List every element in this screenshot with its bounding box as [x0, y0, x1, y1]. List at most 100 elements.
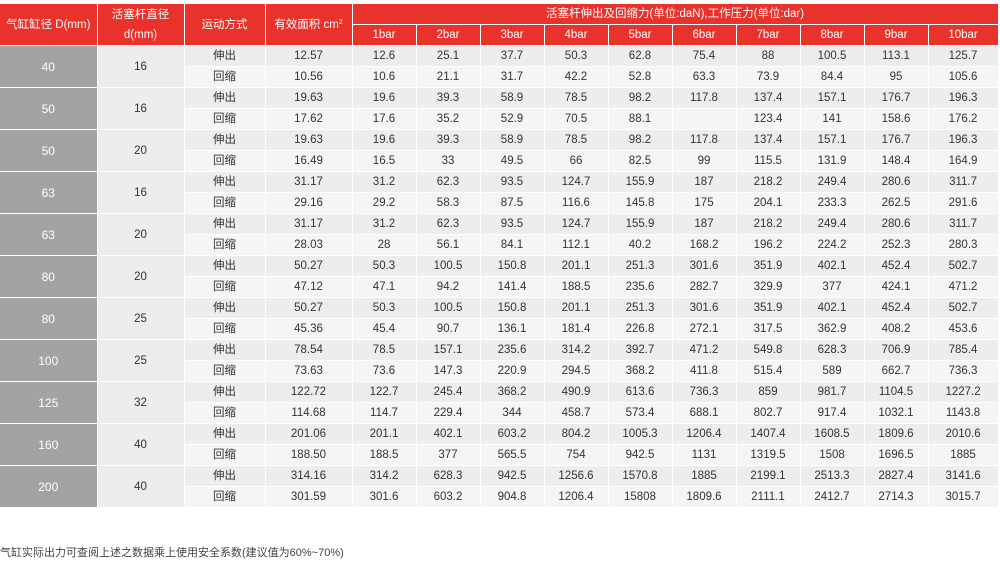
cell-force: 2513.3 — [800, 465, 865, 487]
cell-motion: 回缩 — [184, 66, 266, 88]
cell-force: 93.5 — [480, 171, 545, 193]
cell-bore: 100 — [0, 339, 98, 382]
cell-force: 688.1 — [672, 402, 737, 424]
cell-bore: 80 — [0, 255, 98, 298]
cell-force: 84.4 — [800, 66, 865, 88]
header-pressure-9: 9bar — [864, 24, 929, 46]
table-row: 回缩 17.62 17.6 35.2 52.9 70.5 88.1 123.4 141 158.6… — [0, 108, 999, 130]
cell-force: 1143.8 — [928, 402, 999, 424]
cell-force: 981.7 — [800, 381, 865, 403]
cell-force: 99 — [672, 150, 737, 172]
cell-area: 50.27 — [265, 255, 353, 277]
table-row: 63 16 伸出 31.17 31.2 62.3 93.5 124.7 155.9 187 218.… — [0, 171, 999, 214]
cell-force: 471.2 — [928, 276, 999, 298]
cell-force: 1809.6 — [672, 486, 737, 508]
cell-force: 235.6 — [480, 339, 545, 361]
cell-force: 188.5 — [544, 276, 609, 298]
cell-force: 628.3 — [800, 339, 865, 361]
cell-force: 188.5 — [352, 444, 417, 466]
cell-force: 804.2 — [544, 423, 609, 445]
cell-bore: 50 — [0, 129, 98, 172]
cell-force: 942.5 — [480, 465, 545, 487]
table-row: 50 20 伸出 19.63 19.6 39.3 58.9 78.5 98.2 117.8 137.… — [0, 129, 999, 172]
cell-force: 136.1 — [480, 318, 545, 340]
cell-force: 1256.6 — [544, 465, 609, 487]
table-row: 63 20 伸出 31.17 31.2 62.3 93.5 124.7 155.9 187 218.… — [0, 213, 999, 256]
cell-bore: 50 — [0, 87, 98, 130]
cell-force: 62.3 — [416, 213, 481, 235]
cell-force: 754 — [544, 444, 609, 466]
cell-force: 75.4 — [672, 45, 737, 67]
cell-bore: 40 — [0, 45, 98, 88]
cell-area: 19.63 — [265, 87, 353, 109]
cell-force: 351.9 — [736, 297, 801, 319]
cell-force: 471.2 — [672, 339, 737, 361]
cell-motion: 伸出 — [184, 129, 266, 151]
cell-bore: 200 — [0, 465, 98, 508]
header-area-sup: 2 — [338, 18, 343, 26]
cell-force: 58.9 — [480, 129, 545, 151]
cell-force: 137.4 — [736, 129, 801, 151]
table-row: 回缩 73.63 73.6 147.3 220.9 294.5 368.2 411.8 515.… — [0, 360, 999, 382]
cell-force: 201.1 — [544, 255, 609, 277]
cell-force: 1885 — [928, 444, 999, 466]
cell-force: 1131 — [672, 444, 737, 466]
cell-force: 314.2 — [544, 339, 609, 361]
cell-force: 706.9 — [864, 339, 929, 361]
cell-force: 291.6 — [928, 192, 999, 214]
cell-force: 93.5 — [480, 213, 545, 235]
cell-area: 45.36 — [265, 318, 353, 340]
cell-force: 2412.7 — [800, 486, 865, 508]
header-pressure-6: 6bar — [672, 24, 737, 46]
cell-area: 17.62 — [265, 108, 353, 130]
cell-force: 362.9 — [800, 318, 865, 340]
cell-force: 549.8 — [736, 339, 801, 361]
cell-bore: 63 — [0, 213, 98, 256]
cell-force: 16.5 — [352, 150, 417, 172]
cell-force: 73.6 — [352, 360, 417, 382]
cell-force: 155.9 — [608, 213, 673, 235]
cell-force: 603.2 — [480, 423, 545, 445]
cell-force: 87.5 — [480, 192, 545, 214]
cell-force: 344 — [480, 402, 545, 424]
cell-area: 122.72 — [265, 381, 353, 403]
cell-force: 229.4 — [416, 402, 481, 424]
header-pressure-10: 10bar — [928, 24, 999, 46]
cell-force: 2714.3 — [864, 486, 929, 508]
cell-area: 28.03 — [265, 234, 353, 256]
cell-force: 201.1 — [352, 423, 417, 445]
cell-bore: 63 — [0, 171, 98, 214]
cell-force: 19.6 — [352, 87, 417, 109]
cell-force: 158.6 — [864, 108, 929, 130]
cell-force: 141.4 — [480, 276, 545, 298]
table-row: 回缩 29.16 29.2 58.3 87.5 116.6 145.8 175 204.1 233… — [0, 192, 999, 214]
table-row: 回缩 28.03 28 56.1 84.1 112.1 40.2 168.2 196.2 224.… — [0, 234, 999, 256]
cell-force: 301.6 — [352, 486, 417, 508]
cell-force: 117.8 — [672, 87, 737, 109]
cell-force: 187 — [672, 171, 737, 193]
cell-force: 502.7 — [928, 255, 999, 277]
cell-force: 63.3 — [672, 66, 737, 88]
cell-area: 31.17 — [265, 171, 353, 193]
cell-force: 49.5 — [480, 150, 545, 172]
cell-force: 39.3 — [416, 129, 481, 151]
header-pressure-1: 1bar — [352, 24, 417, 46]
cell-force: 25.1 — [416, 45, 481, 67]
cell-force: 115.5 — [736, 150, 801, 172]
cell-force: 402.1 — [800, 297, 865, 319]
cell-force: 29.2 — [352, 192, 417, 214]
cell-motion: 伸出 — [184, 339, 266, 361]
cell-area: 47.12 — [265, 276, 353, 298]
cell-force: 100.5 — [416, 255, 481, 277]
cell-force: 187 — [672, 213, 737, 235]
cell-force: 251.3 — [608, 255, 673, 277]
header-area-label: 有效面积 cm — [274, 18, 339, 31]
cell-force: 802.7 — [736, 402, 801, 424]
cell-force: 245.4 — [416, 381, 481, 403]
cell-force: 452.4 — [864, 297, 929, 319]
cell-force: 402.1 — [416, 423, 481, 445]
table-row: 80 20 伸出 50.27 50.3 100.5 150.8 201.1 251.3 301.6… — [0, 255, 999, 298]
cell-force: 84.1 — [480, 234, 545, 256]
cell-force: 2111.1 — [736, 486, 801, 508]
